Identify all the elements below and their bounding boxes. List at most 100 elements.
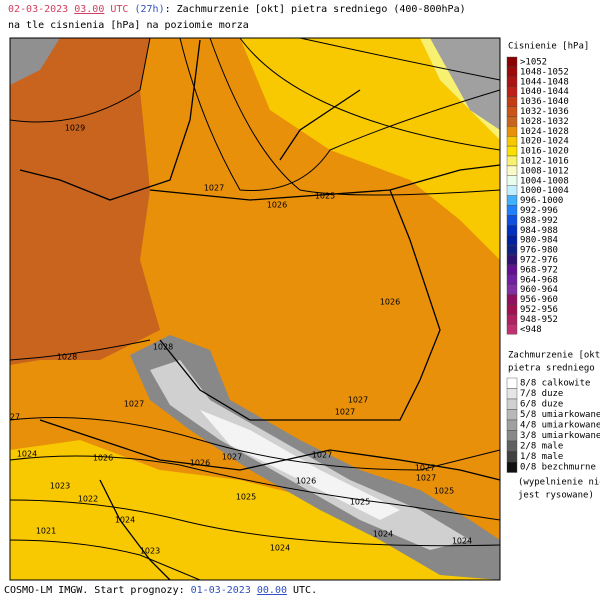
pressure-label: 1000-1004: [520, 186, 569, 196]
isobar-label: 1027: [222, 453, 242, 462]
header-title: : Zachmurzenie [okt] pietra sredniego (4…: [165, 4, 466, 15]
isobar-label: 1024: [17, 450, 37, 459]
cloud-swatch: [506, 451, 518, 463]
cloud-swatch: [506, 440, 518, 452]
pressure-swatch: [506, 135, 518, 147]
cloud-label: 0/8 bezchmurne: [520, 463, 596, 473]
header-time: 03.00: [74, 4, 104, 15]
pressure-swatch: [506, 244, 518, 256]
isobar-label: 1025: [236, 493, 256, 502]
pressure-label: 960-964: [520, 285, 558, 295]
isobar-label: 1026: [267, 201, 287, 210]
footer-text: COSMO-LM IMGW. Start prognozy:: [4, 585, 191, 596]
high-pressure-area: [10, 38, 160, 365]
cloud-label: 6/8 duze: [520, 400, 563, 410]
pressure-label: 992-996: [520, 206, 558, 216]
pressure-swatch: [506, 264, 518, 275]
footer: COSMO-LM IMGW. Start prognozy: 01-03-202…: [4, 585, 317, 596]
pressure-swatch: [506, 86, 518, 97]
pressure-swatch: [506, 284, 518, 295]
pressure-label: 972-976: [520, 256, 558, 266]
isobar-label: 1025: [350, 498, 370, 507]
footer-date: 01-03-2023: [191, 585, 251, 596]
pressure-label: 1044-1048: [520, 77, 569, 87]
pressure-label: 980-984: [520, 236, 558, 246]
pressure-swatch: [506, 234, 518, 246]
isobar-label: 1024: [115, 516, 135, 525]
isobars: [9, 37, 501, 581]
isobar-label: 1023: [140, 547, 160, 556]
pressure-label: 1040-1044: [520, 87, 569, 97]
cloud-label: 5/8 umiarkowane: [520, 410, 600, 420]
pressure-swatch: [506, 66, 518, 78]
isobar-label: 1026: [380, 298, 400, 307]
isobar-label: 1025: [315, 192, 335, 201]
pressure-label: <948: [520, 325, 542, 335]
cloud-legend-title: Zachmurzenie [okt]: [508, 351, 600, 361]
cloud-legend-title: pietra sredniego: [508, 364, 595, 374]
isobar-label: 1029: [65, 124, 85, 133]
header-date: 02-03-2023: [8, 4, 68, 15]
pressure-swatch: [506, 195, 518, 206]
isobar-label: 1028: [57, 353, 77, 362]
cloud-label: 1/8 male: [520, 452, 563, 462]
pressure-swatch: [506, 185, 518, 196]
map: 1029102710261025102610281028102727102710…: [9, 37, 501, 581]
pressure-label: 988-992: [520, 216, 558, 226]
isobar-label: 1027: [312, 451, 332, 460]
pressure-legend-title: Cisnienie [hPa]: [508, 42, 589, 52]
cloud-swatch: [506, 409, 518, 421]
isobar-label: 1027: [204, 184, 224, 193]
pressure-label: 964-968: [520, 275, 558, 285]
isobar-label: 1021: [36, 527, 56, 536]
isobar-label: 1024: [270, 544, 290, 553]
isobar-label: 1024: [452, 537, 472, 546]
isobar-label: 1026: [296, 477, 316, 486]
pressure-swatch: [506, 116, 518, 127]
cloud-band-inner: [150, 360, 470, 550]
isobar-label: 27: [10, 413, 20, 422]
pressure-label: 968-972: [520, 265, 558, 275]
pressure-swatch: [506, 96, 518, 107]
pressure-swatch: [506, 165, 518, 176]
pressure-swatch: [506, 225, 518, 236]
pressure-swatch: [506, 254, 518, 266]
isobar-label: 1025: [434, 487, 454, 496]
cloud-label: 8/8 calkowite: [520, 379, 590, 389]
isobar-label: 1027: [124, 400, 144, 409]
pressure-label: 1036-1040: [520, 97, 569, 107]
pressure-label: 1028-1032: [520, 117, 569, 127]
pressure-label: 1012-1016: [520, 157, 569, 167]
cloud-label: 7/8 duze: [520, 389, 563, 399]
yellow-area: [240, 38, 500, 260]
pressure-swatch: [506, 106, 518, 117]
pressure-swatch: [506, 304, 518, 315]
cloud-swatch: [506, 430, 518, 442]
cloud-swatch: [506, 419, 518, 431]
footer-time: 00.00: [257, 585, 287, 596]
footer-utc: UTC.: [287, 585, 317, 596]
pressure-label: 1004-1008: [520, 176, 569, 186]
pressure-swatch: [506, 126, 518, 137]
pressure-label: 1048-1052: [520, 67, 569, 77]
pressure-label: 976-980: [520, 246, 558, 256]
cloud-label: 2/8 male: [520, 442, 563, 452]
cloud-swatch: [506, 461, 518, 473]
isobar-label: 1026: [93, 454, 113, 463]
isobar-label: 1023: [50, 482, 70, 491]
cloud-note: (wypelnienie nie: [518, 478, 600, 488]
pressure-swatch: [506, 205, 518, 216]
isobar-label: 1027: [416, 474, 436, 483]
pressure-label: 1016-1020: [520, 147, 569, 157]
pressure-swatch: [506, 215, 518, 226]
pressure-label: 1008-1012: [520, 166, 569, 176]
isobar-label: 1027: [335, 408, 355, 417]
header-utc: UTC: [110, 4, 128, 15]
cloud-band-core: [200, 410, 400, 520]
cloud-label: 3/8 umiarkowane: [520, 431, 600, 441]
pressure-label: 984-988: [520, 226, 558, 236]
pressure-swatch: [506, 76, 518, 87]
cloud-note: jest rysowane): [518, 491, 594, 501]
